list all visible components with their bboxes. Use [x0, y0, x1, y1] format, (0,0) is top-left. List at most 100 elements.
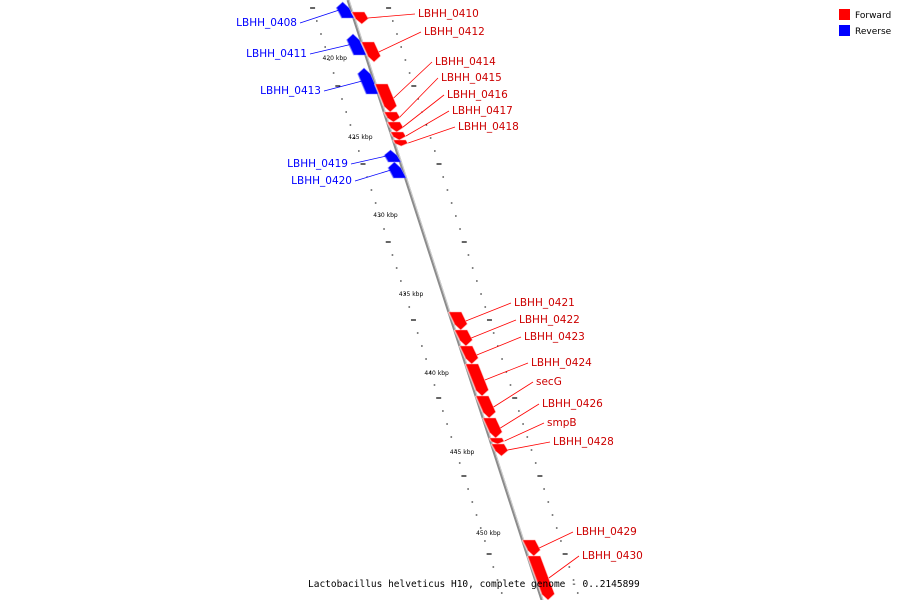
label-leader — [476, 336, 522, 356]
gene-label-LBHH_0429[interactable]: LBHH_0429 — [576, 526, 637, 538]
gene-label-LBHH_0424[interactable]: LBHH_0424 — [531, 357, 592, 369]
gene-arrow-LBHH_0421[interactable] — [447, 311, 468, 331]
gene-arrow-LBHH_0408[interactable] — [335, 1, 355, 19]
label-leader — [405, 110, 450, 137]
gene-shade — [345, 39, 355, 56]
label-leader — [548, 555, 580, 579]
gene-label-LBHH_0413[interactable]: LBHH_0413 — [260, 85, 321, 97]
gene-label-LBHH_0411[interactable]: LBHH_0411 — [246, 48, 307, 60]
gene-label-LBHH_0422[interactable]: LBHH_0422 — [519, 314, 580, 326]
gene-shade — [447, 311, 456, 325]
gene-shade — [481, 417, 491, 433]
gene-label-LBHH_0426[interactable]: LBHH_0426 — [542, 398, 603, 410]
gene-label-LBHH_0421[interactable]: LBHH_0421 — [514, 297, 575, 309]
label-leader — [465, 302, 512, 322]
gene-label-LBHH_0420[interactable]: LBHH_0420 — [291, 175, 352, 187]
gene-shade — [490, 443, 496, 452]
label-leader — [350, 155, 387, 165]
gene-shade — [373, 83, 385, 107]
gene-arrow-LBHH_0412[interactable] — [360, 41, 381, 63]
label-leader — [484, 362, 529, 381]
gene-arrow-LBHH_0423[interactable] — [458, 345, 479, 365]
gene-arrow-LBHH_0422[interactable] — [453, 329, 473, 347]
gene-shade — [356, 73, 367, 95]
gene-arrow-LBHH_0417[interactable] — [389, 131, 407, 141]
gene-labels: LBHH_0408 LBHH_0411 LBHH_0413 LBHH_0419 LBHH… — [236, 8, 643, 579]
label-leader — [399, 77, 439, 118]
scale-label: 435 kbp — [399, 291, 424, 298]
gene-arrow-LBHH_0420[interactable] — [387, 161, 407, 179]
gene-shade — [521, 539, 529, 551]
gene-arrow-LBHH_0418[interactable] — [392, 139, 409, 147]
gene-arrow-LBHH_0426[interactable] — [482, 417, 503, 439]
label-leader — [299, 9, 340, 24]
gene-shade — [474, 395, 484, 413]
gene-shade — [458, 345, 467, 359]
gene-arrow-LBHH_0430[interactable] — [526, 555, 555, 600]
gene-shade — [488, 437, 492, 442]
backbone-line — [346, 0, 544, 600]
gene-label-LBHH_0428[interactable]: LBHH_0428 — [553, 436, 614, 448]
gene-label-LBHH_0416[interactable]: LBHH_0416 — [447, 89, 508, 101]
gene-shade — [350, 11, 357, 20]
scale-labels: 420 kbp 425 kbp 430 kbp 435 kbp 440 kbp 445 k… — [323, 55, 501, 537]
gene-label-LBHH_0418[interactable]: LBHH_0418 — [458, 121, 519, 133]
gene-shade — [386, 121, 392, 129]
gene-features — [335, 1, 555, 600]
gene-shade — [386, 167, 394, 179]
gene-label-smpB[interactable]: smpB — [547, 417, 577, 429]
gene-arrow-LBHH_0411[interactable] — [346, 33, 367, 56]
gene-shade — [389, 131, 394, 137]
gene-label-LBHH_0414[interactable]: LBHH_0414 — [435, 56, 496, 68]
gene-shade — [382, 111, 388, 119]
scale-label: 425 kbp — [348, 134, 373, 141]
gene-shade — [360, 41, 369, 57]
gene-shade — [526, 555, 543, 595]
label-leader — [507, 441, 551, 451]
gene-label-secG[interactable]: secG — [536, 376, 562, 388]
gene-label-LBHH_0423[interactable]: LBHH_0423 — [524, 331, 585, 343]
gene-arrow-secG[interactable] — [475, 395, 497, 419]
label-leader — [354, 169, 392, 182]
gene-label-LBHH_0415[interactable]: LBHH_0415 — [441, 72, 502, 84]
gene-arrow-LBHH_0410[interactable] — [350, 11, 369, 25]
scale-label: 430 kbp — [373, 212, 398, 219]
tick-marks — [310, 7, 579, 594]
gene-shade — [464, 363, 477, 391]
label-leader — [504, 422, 545, 442]
gene-label-LBHH_0419[interactable]: LBHH_0419 — [287, 158, 348, 170]
label-leader — [378, 31, 422, 53]
legend-swatch-reverse — [839, 25, 850, 36]
scale-label: 450 kbp — [476, 530, 501, 537]
gene-arrow-LBHH_0413[interactable] — [357, 67, 380, 95]
gene-arrow-LBHH_0415[interactable] — [383, 111, 401, 123]
legend-label-forward: Forward — [855, 11, 891, 21]
legend-swatch-forward — [839, 9, 850, 20]
gene-label-LBHH_0412[interactable]: LBHH_0412 — [424, 26, 485, 38]
label-leader — [539, 531, 574, 549]
gene-arrow-smpB[interactable] — [488, 437, 505, 445]
gene-shade — [391, 139, 396, 144]
label-leader — [323, 80, 363, 92]
gene-arrow-LBHH_0428[interactable] — [490, 443, 509, 457]
scale-label: 420 kbp — [323, 55, 348, 62]
scale-label: 440 kbp — [424, 370, 449, 377]
label-leader — [500, 403, 540, 429]
gene-label-LBHH_0430[interactable]: LBHH_0430 — [582, 550, 643, 562]
legend: Forward Reverse — [839, 9, 892, 37]
label-leader — [471, 319, 517, 339]
label-leader — [493, 381, 534, 408]
label-leader — [393, 61, 433, 99]
label-leader — [408, 126, 456, 144]
genome-caption: Lactobacillus helveticus H10, complete g… — [308, 579, 640, 590]
scale-label: 445 kbp — [450, 449, 475, 456]
gene-arrow-LBHH_0429[interactable] — [521, 539, 541, 557]
gene-label-LBHH_0408[interactable]: LBHH_0408 — [236, 17, 297, 29]
gene-shade — [453, 329, 461, 341]
gene-label-LBHH_0410[interactable]: LBHH_0410 — [418, 8, 479, 20]
gene-arrow-LBHH_0416[interactable] — [386, 121, 404, 133]
gene-label-LBHH_0417[interactable]: LBHH_0417 — [452, 105, 513, 117]
gene-arrow-LBHH_0414[interactable] — [374, 83, 398, 113]
gene-arrow-LBHH_0424[interactable] — [464, 363, 489, 397]
